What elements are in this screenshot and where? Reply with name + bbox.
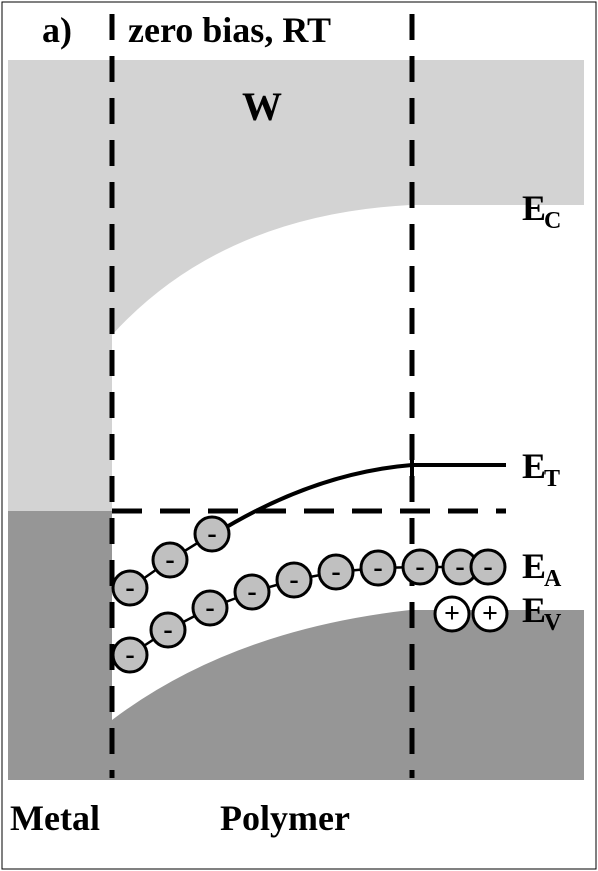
polymer-label: Polymer [220,798,350,838]
panel-label: a) [42,10,72,50]
electron-lower-sign: - [455,552,464,583]
hole: + [473,597,507,631]
ea-label-sub: A [544,566,562,592]
title-label: zero bias, RT [128,10,331,50]
electron-lower-sign: - [163,615,172,646]
electron-lower: - [193,591,227,625]
electron-lower: - [403,550,437,584]
et-label-main: E [522,446,546,486]
ec-label-sub: C [544,208,561,234]
electron-upper: - [195,517,229,551]
electron-lower-sign: - [331,557,340,588]
electron-lower: - [361,551,395,585]
electron-lower: - [235,575,269,609]
metal-empty-states [8,60,112,511]
electron-lower: - [319,555,353,589]
electron-lower: - [471,550,505,584]
electron-upper: - [113,571,147,605]
et-label-sub: T [544,466,560,492]
electron-lower: - [277,563,311,597]
ev-label-main: E [522,590,546,630]
electron-lower-sign: - [125,640,134,671]
metal-label: Metal [10,798,100,838]
electron-lower-sign: - [415,552,424,583]
hole-sign: + [482,599,498,630]
band-diagram-canvas: -------------++a)zero bias, RTWECETEAEVM… [0,0,598,871]
electron-lower: - [113,638,147,672]
metal-filled-states [8,511,112,780]
electron-lower-sign: - [483,552,492,583]
electron-upper-sign: - [207,519,216,550]
electron-lower-sign: - [205,593,214,624]
electron-upper-sign: - [165,545,174,576]
electron-lower-sign: - [373,553,382,584]
electron-lower-sign: - [247,577,256,608]
hole: + [435,597,469,631]
ev-label-sub: V [544,610,562,636]
electron-lower-sign: - [289,565,298,596]
depletion-width-label: W [242,84,282,129]
ec-label-main: E [522,188,546,228]
electron-upper: - [153,543,187,577]
electron-upper-sign: - [125,573,134,604]
hole-sign: + [444,599,460,630]
ea-label-main: E [522,546,546,586]
electron-lower: - [151,613,185,647]
